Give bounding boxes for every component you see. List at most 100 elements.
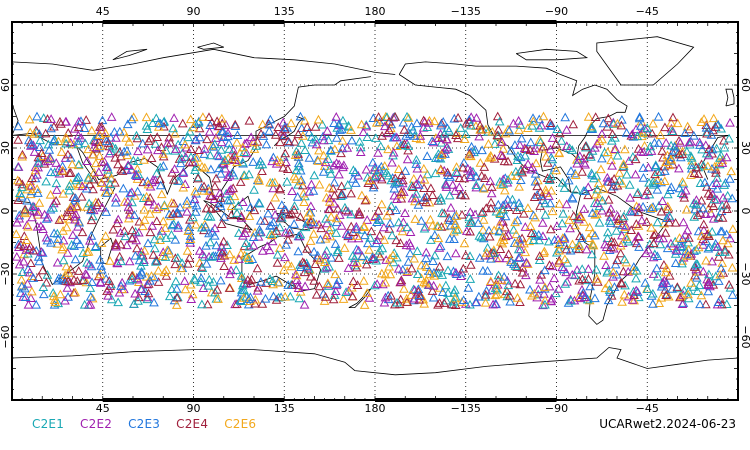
observation-marker [127,225,138,235]
observation-marker [246,132,257,142]
observation-marker [428,137,439,147]
observation-marker [270,192,281,202]
observation-marker [239,147,250,157]
observation-marker [561,199,572,209]
observation-marker [127,233,138,243]
observation-marker [308,229,319,238]
observation-marker [702,229,713,239]
observation-marker [281,239,291,249]
observation-marker [180,139,190,149]
observation-marker [635,146,646,156]
right-lat-label: −60 [739,325,750,348]
observation-marker [25,189,36,199]
observation-marker [426,183,436,193]
observation-marker [73,122,84,132]
observation-marker [614,175,625,185]
observation-marker [77,227,88,237]
observation-marker [424,269,435,279]
observation-marker [649,230,659,239]
observation-marker [620,280,630,290]
observation-marker [183,258,193,268]
observation-marker [172,292,182,302]
observation-marker [664,160,674,170]
observation-marker [359,300,370,309]
observation-marker [727,262,738,272]
observation-marker [686,160,697,170]
observation-marker [625,192,635,202]
observation-marker [348,165,359,175]
observation-marker [619,144,630,154]
observation-marker [384,206,395,216]
observation-marker [62,211,72,220]
observation-marker [222,172,233,181]
observation-marker [331,213,342,223]
observation-marker [692,286,703,295]
observation-marker [716,263,726,273]
observation-marker [474,253,485,262]
observation-marker [122,240,132,250]
observation-marker [502,177,513,187]
observation-marker [139,215,150,224]
observation-marker [372,279,383,288]
observation-marker [515,152,526,162]
observation-marker [172,207,183,217]
observation-marker [36,148,47,157]
observation-marker [634,242,644,251]
observation-marker [592,138,602,148]
observation-marker [229,255,239,264]
observation-marker [715,226,726,236]
observation-marker [291,146,302,156]
observation-marker [528,235,539,244]
observation-marker [419,277,429,287]
observation-marker [61,222,72,232]
observation-marker [116,281,126,290]
observation-marker [676,291,687,301]
observation-marker [503,249,514,258]
observation-marker [185,114,196,124]
observation-marker [66,240,77,249]
observation-marker [454,182,465,192]
observation-marker [429,270,439,280]
observation-marker [415,131,426,140]
observation-marker [429,116,440,126]
observation-marker [155,162,166,172]
observation-marker [205,190,215,200]
observation-marker [380,269,391,279]
observation-marker [30,162,41,171]
observation-marker [708,213,719,223]
observation-marker [91,158,101,168]
observation-marker [497,151,508,160]
observation-marker [70,214,80,224]
observation-marker [634,113,645,123]
observation-marker [412,246,423,255]
observation-marker [487,126,498,136]
coastline-path [725,88,735,107]
observation-marker [385,269,396,279]
observation-marker [424,266,435,275]
observation-marker [204,112,214,122]
observation-marker [212,116,222,126]
observation-marker [658,152,668,162]
observation-marker [204,126,215,136]
observation-marker [379,297,390,307]
observation-marker [329,177,340,187]
observation-marker [126,164,137,174]
observation-marker [85,291,96,301]
observation-marker [351,262,362,272]
observation-marker [204,228,214,238]
observation-marker [332,247,343,257]
observation-marker [439,298,450,307]
observation-marker [567,239,578,249]
observation-marker [652,251,663,261]
observation-marker [559,232,570,242]
observation-marker [478,225,488,234]
observation-marker [83,144,94,154]
observation-marker [436,195,447,205]
observation-marker [405,227,416,237]
observation-marker [272,249,283,259]
observation-marker [371,167,382,177]
observation-marker [604,207,615,217]
observation-marker [648,202,658,211]
observation-marker [311,139,322,149]
observation-marker [385,253,395,263]
